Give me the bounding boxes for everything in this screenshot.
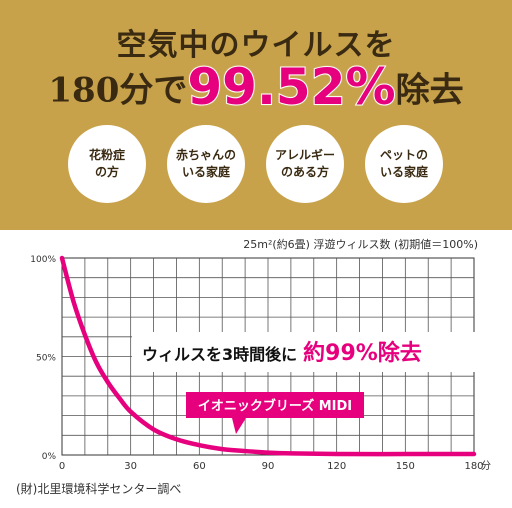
y-tick-label: 0% [42,452,57,462]
headline-line1: 空気中のウイルスを [116,28,396,63]
source-note: (財)北里環境科学センター調べ [16,482,182,496]
x-tick-label: 60 [193,461,206,472]
series-label-box [186,392,364,418]
x-unit-label: 分 [481,460,491,472]
headline-line2: 180分で99.52%除去 [0,57,512,117]
series-label: イオニックブリーズ MIDI [198,398,352,414]
annotation-highlight: 約99%除去 [303,340,422,366]
x-tick-label: 30 [124,461,137,472]
headline-prefix: 180分で [48,70,188,111]
audience-circle-line: 花粉症 [88,148,125,162]
audience-circle-babies: 赤ちゃんの いる家庭 [167,125,245,203]
audience-circle-line: 赤ちゃんの [175,148,236,162]
audience-circle-allergy: アレルギー のある方 [266,125,344,203]
audience-circle-line: のある方 [280,165,329,179]
target-audience-circles: 花粉症の方 赤ちゃんのいる家庭 アレルギーのある方 ペットのいる家庭 [0,125,512,205]
chart-title: 25m²(約6畳) 浮遊ウィルス数 (初期値＝100%) [243,237,478,251]
audience-circle-line: の方 [94,165,119,179]
headline-percentage: 99.52% [186,57,396,117]
series-label-pointer [232,418,246,434]
x-tick-label: 180 [464,461,483,472]
annotation-text: ウィルスを3時間後に 約99%除去 [142,340,422,366]
x-tick-label: 150 [396,461,415,472]
x-tick-label: 90 [262,461,275,472]
y-tick-label: 100% [30,255,56,265]
audience-circle-pets: ペットの いる家庭 [365,125,443,203]
audience-circle-hay-fever: 花粉症 の方 [68,125,146,203]
audience-circle-line: いる家庭 [379,165,428,179]
series-line [59,255,477,457]
annotation-prefix: ウィルスを3時間後に [142,345,297,364]
audience-circle-line: いる家庭 [181,165,230,179]
y-tick-label: 50% [36,354,56,364]
audience-circle-line: アレルギー [274,148,335,162]
x-tick-label: 120 [327,461,346,472]
headline-suffix: 除去 [395,70,464,111]
hero-banner: 空気中のウイルスを 180分で99.52%除去 花粉症の方 赤ちゃんのいる家庭 … [0,0,512,230]
x-tick-label: 0 [59,461,65,472]
audience-circle-line: ペットの [379,148,428,162]
annotation-box [132,332,484,372]
